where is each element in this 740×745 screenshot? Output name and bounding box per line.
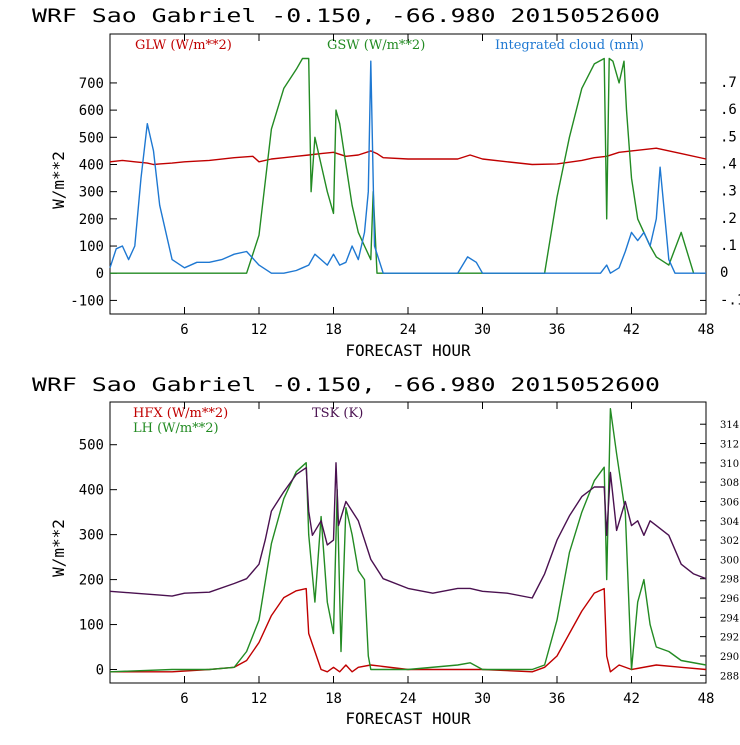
right-tick-label: -.1 — [720, 292, 740, 308]
x-tick-label: 6 — [180, 691, 188, 707]
y-tick-label: -100 — [70, 293, 104, 309]
x-tick-label: 48 — [698, 691, 715, 707]
top-x-axis-ticks: 6 12 18 24 30 36 42 48 — [180, 34, 714, 338]
y-tick-label: 200 — [79, 573, 104, 589]
x-tick-label: 42 — [623, 691, 640, 707]
y-tick-label: 0 — [96, 266, 104, 282]
y-tick-label: 600 — [79, 103, 104, 119]
bottom-right-axis-ticks: 288 290 292 294 296 298 300 302 304 306 308 310 312 3… — [700, 420, 739, 682]
legend-glw: GLW (W/m**2) — [135, 38, 232, 53]
top-right-axis-ticks: -.1 0 .1 .2 .3 .4 .5 .6 .7 — [700, 75, 740, 308]
right-tick-label: .3 — [720, 184, 737, 200]
bottom-chart-title: WRF Sao Gabriel -0.150, -66.980 20150526… — [32, 374, 660, 396]
top-x-axis-label: FORECAST HOUR — [345, 341, 471, 360]
top-chart-title: WRF Sao Gabriel -0.150, -66.980 20150526… — [32, 5, 660, 27]
y-tick-label: 200 — [79, 212, 104, 228]
right-tick-label: 308 — [720, 478, 739, 489]
bottom-y-axis-ticks: 0 100 200 300 400 500 — [79, 438, 117, 679]
x-tick-label: 18 — [325, 691, 342, 707]
y-tick-label: 500 — [79, 130, 104, 146]
right-tick-label: 294 — [720, 613, 739, 624]
gsw-series-line — [110, 57, 695, 274]
right-tick-label: 288 — [720, 671, 739, 682]
right-tick-label: .5 — [720, 129, 737, 145]
right-tick-label: 306 — [720, 497, 739, 508]
x-tick-label: 48 — [698, 322, 715, 338]
integrated-series-line — [109, 60, 706, 274]
y-tick-label: 300 — [79, 528, 104, 544]
right-tick-label: 290 — [720, 652, 739, 663]
x-tick-label: 30 — [474, 691, 491, 707]
x-tick-label: 24 — [400, 691, 417, 707]
y-tick-label: 0 — [96, 663, 104, 679]
top-y-axis-label: W/m**2 — [49, 151, 68, 209]
x-tick-label: 24 — [400, 322, 417, 338]
top-y-axis-ticks: -100 0 100 200 300 400 500 600 700 — [70, 76, 117, 309]
y-tick-label: 100 — [79, 239, 104, 255]
right-tick-label: 300 — [720, 555, 739, 566]
right-tick-label: 296 — [720, 594, 739, 605]
bottom-x-axis-ticks: 6 12 18 24 30 36 42 48 — [180, 402, 714, 707]
legend-tsk: TSK (K) — [312, 406, 363, 421]
bottom-plot-frame — [109, 401, 707, 684]
y-tick-label: 400 — [79, 483, 104, 499]
right-tick-label: .1 — [720, 238, 737, 254]
tsk-series-line — [109, 462, 707, 599]
x-tick-label: 42 — [623, 322, 640, 338]
y-tick-label: 700 — [79, 76, 104, 92]
bottom-x-axis-label: FORECAST HOUR — [345, 709, 471, 728]
y-tick-label: 100 — [79, 618, 104, 634]
x-tick-label: 6 — [180, 322, 188, 338]
top-chart-panel: WRF Sao Gabriel -0.150, -66.980 20150526… — [32, 5, 740, 360]
right-tick-label: 0 — [720, 265, 728, 281]
glw-series-line — [109, 147, 707, 166]
right-tick-label: .6 — [720, 102, 737, 118]
legend-gsw: GSW (W/m**2) — [327, 38, 425, 53]
x-tick-label: 12 — [251, 322, 268, 338]
right-tick-label: 292 — [720, 633, 739, 644]
x-tick-label: 18 — [325, 322, 342, 338]
x-tick-label: 36 — [549, 691, 566, 707]
y-tick-label: 500 — [79, 438, 104, 454]
y-tick-label: 300 — [79, 185, 104, 201]
x-tick-label: 30 — [474, 322, 491, 338]
legend-lh: LH (W/m**2) — [133, 421, 219, 436]
bottom-y-axis-label: W/m**2 — [49, 519, 68, 577]
bottom-series-lines — [109, 408, 707, 673]
right-tick-label: 302 — [720, 536, 739, 547]
top-series-lines — [109, 57, 707, 274]
right-tick-label: 298 — [720, 575, 739, 586]
lh-series-line — [109, 408, 707, 673]
bottom-chart-panel: WRF Sao Gabriel -0.150, -66.980 20150526… — [32, 374, 739, 728]
right-tick-label: 314 — [720, 420, 739, 431]
x-tick-label: 36 — [549, 322, 566, 338]
legend-hfx: HFX (W/m**2) — [133, 406, 228, 421]
hfx-series-line — [110, 587, 707, 673]
right-tick-label: .7 — [720, 75, 737, 91]
right-tick-label: 312 — [720, 440, 739, 451]
right-tick-label: .2 — [720, 211, 737, 227]
legend-integrated-cloud: Integrated cloud (mm) — [495, 38, 644, 53]
right-tick-label: .4 — [720, 156, 737, 172]
right-tick-label: 310 — [720, 459, 739, 470]
right-tick-label: 304 — [720, 517, 739, 528]
y-tick-label: 400 — [79, 157, 104, 173]
x-tick-label: 12 — [251, 691, 268, 707]
